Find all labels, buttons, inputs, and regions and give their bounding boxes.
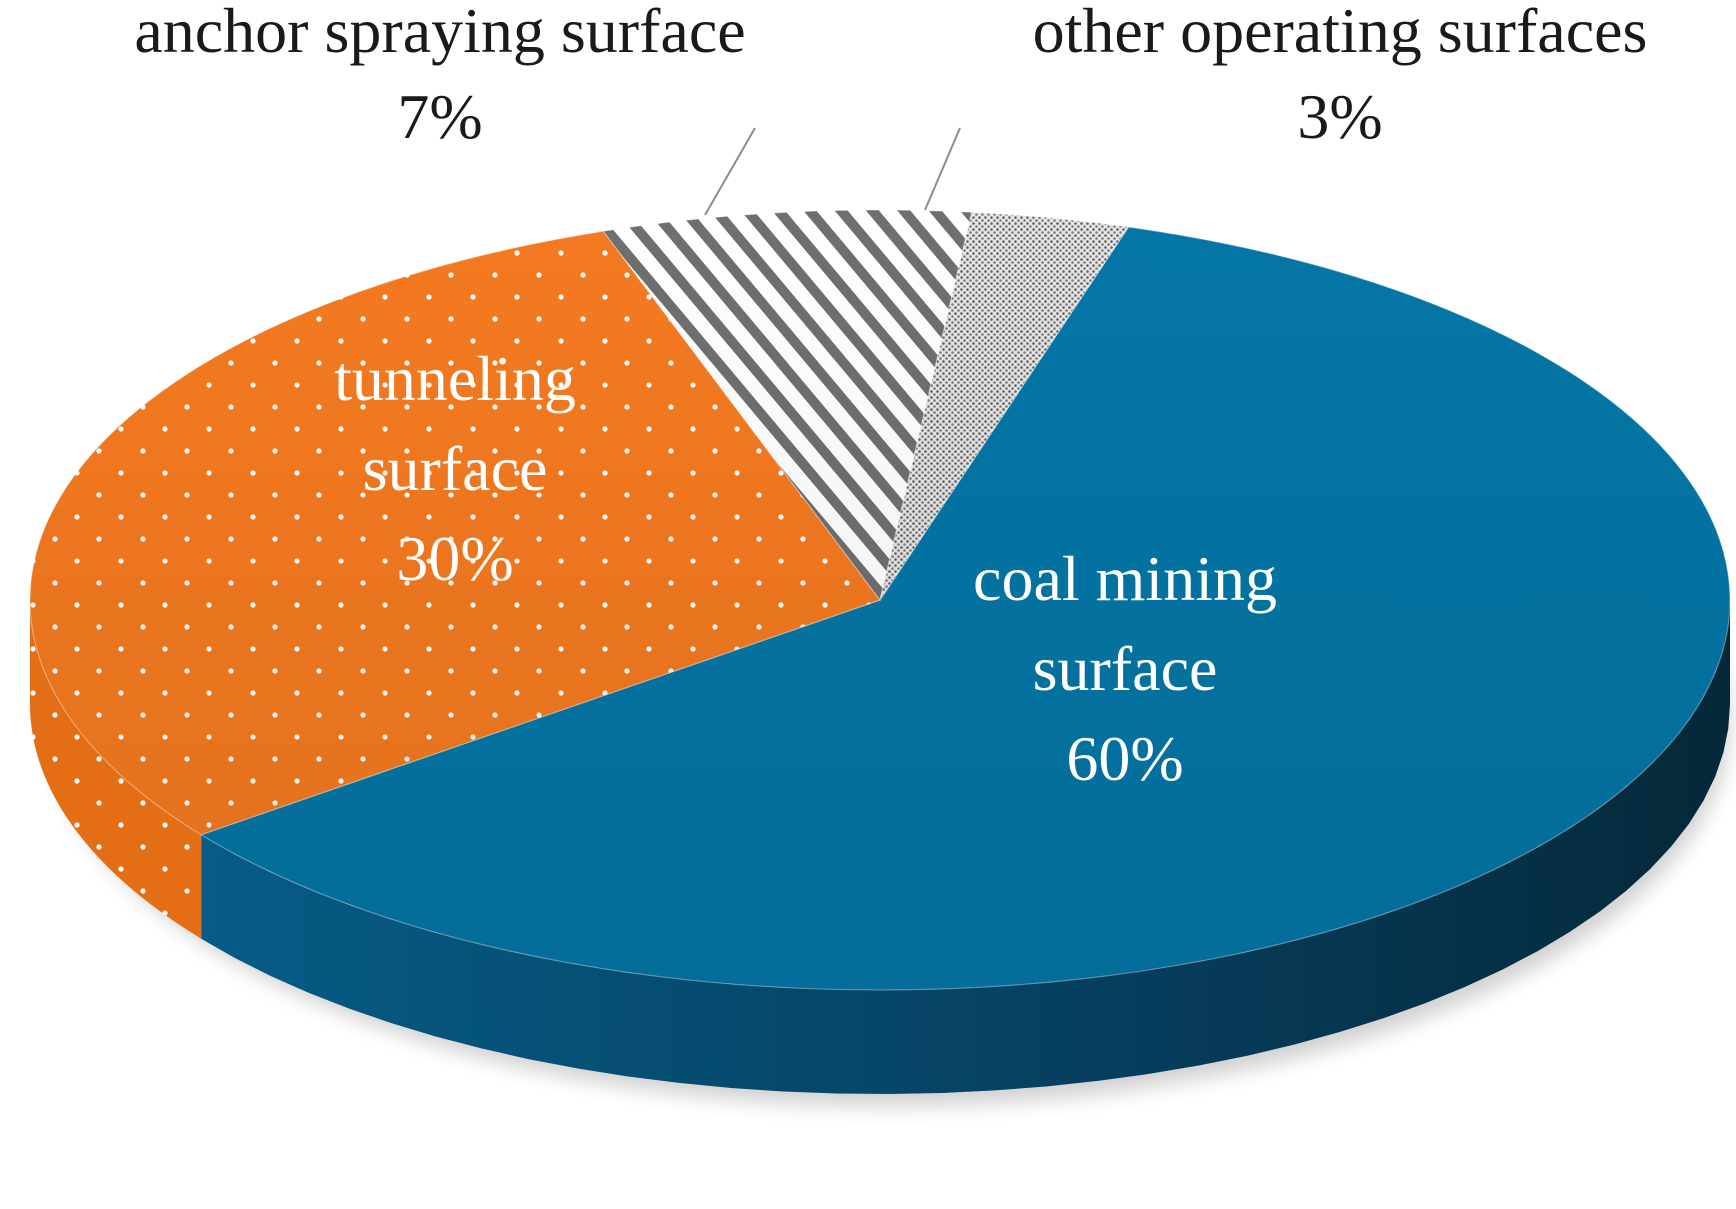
pie-top-faces: [29, 209, 1731, 991]
slice-label-1: coal mining surface 60%: [973, 543, 1277, 794]
leader-lines: [704, 127, 961, 216]
slice-label-name-line: other operating surfaces: [1033, 0, 1648, 66]
slice-labels: coal mining surface 60% tunneling surface 30%…: [134, 0, 1647, 794]
slice-value-label: 60%: [1066, 723, 1183, 794]
leader-line-4: [924, 127, 961, 211]
leader-line-3: [704, 127, 756, 216]
slice-side-1: [201, 600, 1731, 1094]
slice-value-label: 3%: [1297, 81, 1382, 152]
slice-label-name-line: surface: [363, 433, 548, 504]
slice-label-name-line: anchor spraying surface: [134, 0, 745, 66]
slice-label-name-line: surface: [1033, 633, 1218, 704]
slice-label-4: other operating surfaces 3%: [1033, 0, 1648, 152]
slice-label-name-line: tunneling: [334, 343, 576, 414]
slice-label-2: tunneling surface 30%: [334, 343, 576, 594]
slice-side-2: [30, 600, 202, 939]
slice-label-3: anchor spraying surface 7%: [134, 0, 745, 152]
slice-value-label: 7%: [397, 81, 482, 152]
pie-top-shade: [30, 210, 1730, 990]
pie-side-walls: [30, 600, 1731, 1094]
slice-label-name-line: coal mining: [973, 543, 1277, 614]
slice-value-label: 30%: [396, 523, 513, 594]
